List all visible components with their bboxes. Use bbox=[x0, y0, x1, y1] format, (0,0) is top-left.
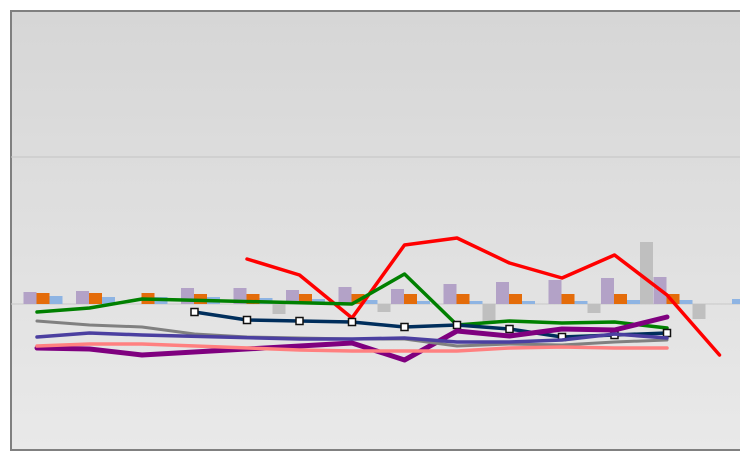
line-series-green bbox=[35, 272, 669, 330]
bar-s2-c13 bbox=[666, 294, 680, 304]
bar-s4-c12 bbox=[640, 242, 653, 304]
marker-navy-5 bbox=[400, 322, 409, 332]
bar-s2-c1 bbox=[36, 293, 50, 304]
line-series-red bbox=[245, 236, 722, 357]
bar-s4-c13 bbox=[692, 304, 706, 319]
bar-s3-c9 bbox=[469, 301, 483, 304]
bar-s4-c9 bbox=[482, 304, 496, 324]
marker-navy-2 bbox=[242, 315, 252, 325]
bar-s2-c11 bbox=[561, 294, 575, 304]
bar-s3-c13 bbox=[679, 300, 693, 304]
bar-s3-c12 bbox=[627, 300, 640, 304]
bar-s2-c6 bbox=[299, 294, 312, 304]
marker-navy-3 bbox=[295, 316, 304, 326]
bar-s3-c2 bbox=[102, 297, 115, 304]
marker-navy-10 bbox=[662, 328, 672, 338]
bar-s4-c7 bbox=[377, 304, 391, 312]
bar-s2-c8 bbox=[404, 294, 417, 304]
bar-s2-c9 bbox=[456, 294, 470, 304]
bar-s3-c1 bbox=[49, 296, 63, 304]
bar-s2-c10 bbox=[509, 294, 522, 304]
marker-navy-7 bbox=[505, 324, 514, 334]
line-series-purple bbox=[34, 314, 670, 363]
line-series-pink_line bbox=[35, 342, 669, 353]
bar-s1-c2 bbox=[76, 291, 89, 304]
marker-navy-6 bbox=[452, 320, 462, 330]
bar-s1-c7 bbox=[338, 287, 352, 304]
bar-s1-c11 bbox=[548, 280, 562, 304]
marker-navy-4 bbox=[347, 317, 357, 327]
bar-s2-c2 bbox=[89, 293, 102, 304]
bar-s4-c5 bbox=[272, 304, 286, 314]
bar-s1-c12 bbox=[601, 278, 614, 304]
bar-s3-c11 bbox=[574, 301, 588, 304]
bar-s2-c12 bbox=[614, 294, 627, 304]
bar-s3-c10 bbox=[522, 301, 535, 304]
marker-navy-1 bbox=[190, 307, 199, 317]
bar-s1-c6 bbox=[286, 290, 299, 304]
bar-s1-c1 bbox=[23, 292, 37, 304]
bar-s1-c9 bbox=[443, 284, 457, 304]
bar-s3-c14 bbox=[732, 299, 740, 304]
bar-s1-c8 bbox=[391, 289, 404, 304]
plot-background bbox=[10, 10, 740, 451]
bar-s2-c5 bbox=[246, 294, 260, 304]
line-series-group bbox=[34, 236, 722, 363]
line-series-indigo_line bbox=[35, 331, 669, 344]
bar-s3-c7 bbox=[364, 300, 378, 304]
bar-s4-c11 bbox=[587, 304, 601, 313]
bar-s1-c10 bbox=[496, 282, 509, 304]
bar-s3-c8 bbox=[417, 301, 430, 304]
